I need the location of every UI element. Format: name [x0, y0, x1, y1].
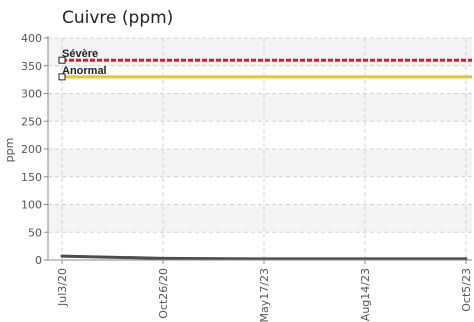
y-tick-label: 300	[21, 88, 42, 101]
data-point[interactable]	[161, 256, 165, 260]
threshold-handle[interactable]	[58, 56, 66, 64]
threshold-label: Anormal	[62, 65, 107, 77]
y-axis-label: ppm	[3, 138, 16, 163]
y-tick-label: 400	[21, 32, 42, 45]
threshold-label: Sévère	[62, 48, 98, 60]
y-tick-label: 0	[35, 254, 42, 267]
data-point[interactable]	[60, 254, 64, 258]
plot-band	[48, 93, 472, 122]
plot-band	[48, 204, 472, 233]
y-tick-label: 100	[21, 199, 42, 212]
x-tick-label: Oct26/20	[157, 268, 170, 319]
x-tick-labels: Jul3/20 Oct26/20 May17/23 Aug14/23 Oct5/23	[56, 260, 473, 322]
x-tick-label: Aug14/23	[359, 268, 372, 321]
x-tick-label: Oct5/23	[460, 268, 473, 312]
y-tick-label: 150	[21, 171, 42, 184]
y-tick-label: 50	[28, 226, 42, 239]
y-tick-labels: 0 50 100 150 200 250 300 350 400	[21, 32, 48, 267]
x-tick-label: Jul3/20	[56, 268, 69, 307]
y-tick-label: 250	[21, 115, 42, 128]
threshold-handle[interactable]	[58, 73, 66, 81]
plot-band	[48, 149, 472, 177]
plot-bands	[48, 38, 472, 233]
y-tick-label: 200	[21, 143, 42, 156]
axes	[47, 36, 472, 261]
chart-title: Cuivre (ppm)	[62, 8, 174, 28]
threshold-lines: Sévère Anormal	[58, 48, 472, 81]
x-tick-label: May17/23	[258, 268, 271, 322]
y-tick-label: 350	[21, 60, 42, 73]
